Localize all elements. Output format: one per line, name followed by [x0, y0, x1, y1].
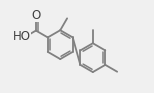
Text: HO: HO: [13, 30, 31, 43]
Text: O: O: [31, 9, 41, 22]
